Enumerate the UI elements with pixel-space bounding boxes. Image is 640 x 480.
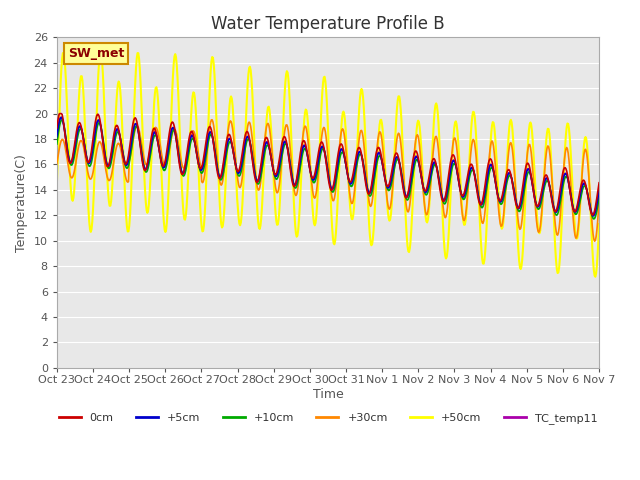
Line: +10cm: +10cm [57, 120, 599, 219]
+50cm [97, 49, 104, 55]
+30cm [595, 198, 603, 204]
TC_temp11 [63, 148, 71, 154]
+10cm [595, 194, 603, 200]
+10cm [63, 145, 71, 151]
TC_temp11 [595, 186, 603, 192]
+10cm [58, 117, 66, 123]
TC_temp11 [395, 156, 403, 162]
0cm [56, 111, 64, 117]
+50cm [203, 161, 211, 167]
+50cm [595, 221, 603, 227]
Text: SW_met: SW_met [68, 47, 124, 60]
+5cm [395, 156, 403, 162]
+50cm [591, 274, 599, 280]
+5cm [589, 213, 597, 219]
+5cm [63, 147, 71, 153]
+10cm [590, 216, 598, 222]
0cm [175, 153, 182, 158]
+50cm [120, 147, 127, 153]
+30cm [207, 117, 215, 123]
0cm [53, 125, 61, 131]
Line: +30cm: +30cm [57, 120, 599, 241]
TC_temp11 [120, 152, 127, 158]
0cm [588, 212, 596, 218]
TC_temp11 [58, 114, 65, 120]
Title: Water Temperature Profile B: Water Temperature Profile B [211, 15, 445, 33]
TC_temp11 [589, 212, 597, 217]
TC_temp11 [53, 132, 61, 138]
+5cm [120, 153, 127, 158]
Legend: 0cm, +5cm, +10cm, +30cm, +50cm, TC_temp11: 0cm, +5cm, +10cm, +30cm, +50cm, TC_temp1… [54, 408, 602, 428]
0cm [595, 180, 603, 186]
TC_temp11 [203, 140, 211, 145]
+5cm [58, 115, 65, 120]
+50cm [410, 165, 418, 171]
+50cm [175, 91, 182, 96]
TC_temp11 [175, 151, 182, 156]
+5cm [175, 150, 182, 156]
+30cm [591, 239, 598, 244]
0cm [410, 151, 418, 156]
+30cm [118, 156, 126, 161]
+5cm [595, 188, 603, 194]
Line: 0cm: 0cm [57, 114, 599, 215]
+10cm [120, 152, 127, 158]
+30cm [410, 149, 418, 155]
0cm [395, 155, 403, 161]
+10cm [410, 164, 418, 169]
0cm [120, 154, 127, 160]
Line: TC_temp11: TC_temp11 [57, 117, 599, 215]
+30cm [53, 161, 61, 167]
+10cm [53, 141, 61, 147]
+5cm [410, 158, 418, 164]
+10cm [395, 157, 403, 163]
+30cm [63, 153, 70, 159]
+5cm [203, 141, 211, 147]
0cm [63, 150, 71, 156]
+10cm [175, 148, 182, 154]
+5cm [53, 134, 61, 140]
0cm [203, 133, 211, 139]
+50cm [395, 94, 403, 99]
+30cm [395, 131, 403, 136]
+50cm [53, 182, 61, 188]
Line: +50cm: +50cm [57, 52, 599, 277]
TC_temp11 [410, 156, 418, 162]
+10cm [203, 147, 211, 153]
Line: +5cm: +5cm [57, 118, 599, 216]
X-axis label: Time: Time [312, 387, 343, 400]
+30cm [202, 159, 210, 165]
+30cm [173, 136, 181, 142]
+50cm [63, 93, 70, 99]
Y-axis label: Temperature(C): Temperature(C) [15, 154, 28, 252]
